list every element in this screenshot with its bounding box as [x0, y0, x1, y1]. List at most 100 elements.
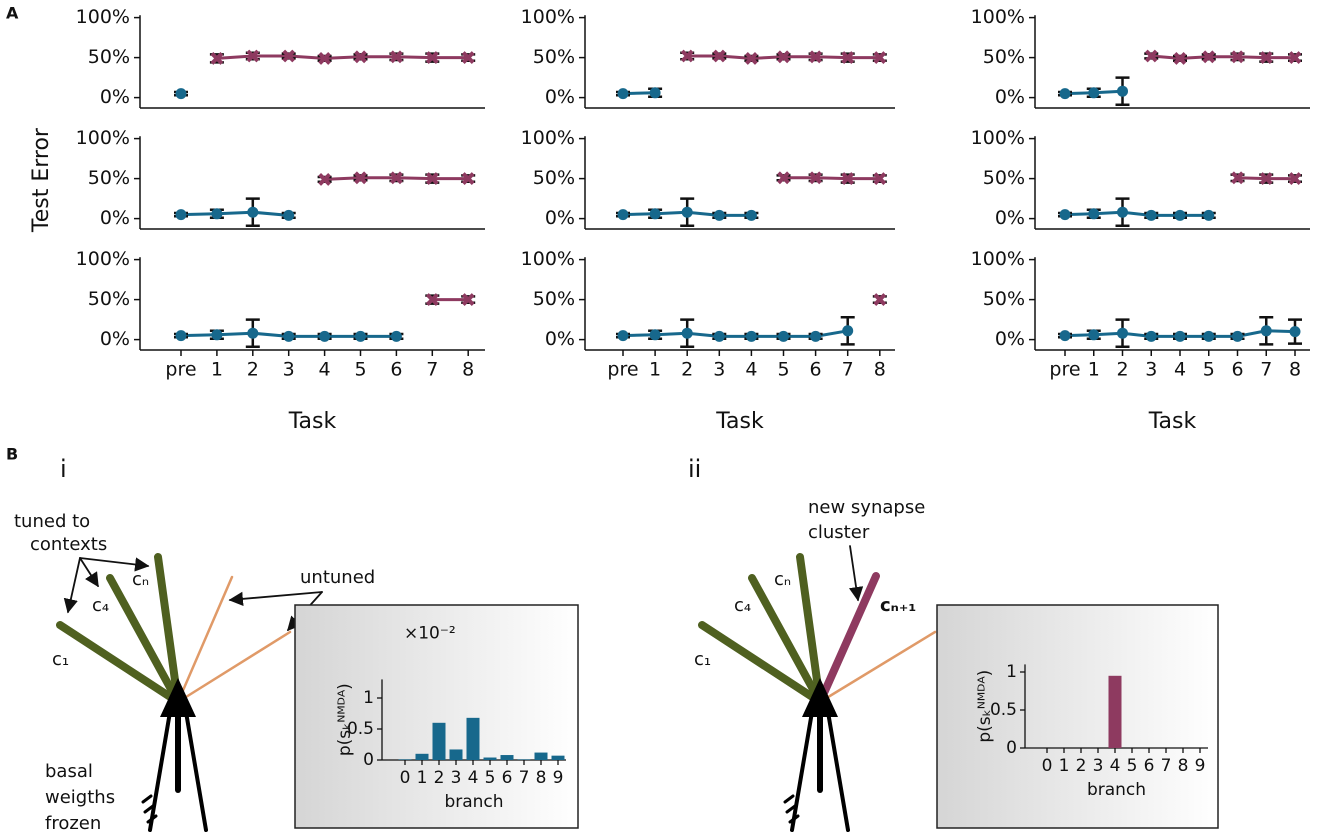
y-tick-label: 0%	[100, 328, 130, 350]
x-tick-label: 8	[536, 768, 547, 788]
marker	[1231, 171, 1244, 185]
marker	[777, 50, 790, 64]
marker	[1117, 327, 1128, 339]
x-tick-label: 1	[1059, 756, 1070, 776]
marker	[283, 209, 295, 221]
marker	[247, 327, 259, 339]
y-tick-label: 0%	[545, 86, 575, 108]
bar	[483, 757, 497, 760]
y-tick-label: 50%	[88, 167, 130, 189]
marker	[778, 330, 789, 342]
y-tick-label: 1	[363, 688, 374, 708]
marker	[1203, 209, 1215, 221]
marker	[461, 172, 475, 186]
y-tick-label: 100%	[76, 6, 130, 28]
marker	[389, 171, 403, 185]
marker	[1174, 330, 1186, 342]
y-tick-label: 0%	[545, 207, 575, 229]
marker	[713, 330, 725, 342]
marker	[842, 325, 854, 337]
marker	[841, 172, 855, 186]
x-axis-label: Task	[715, 409, 764, 434]
x-tick-label: 2	[247, 359, 259, 381]
marker	[1173, 51, 1187, 65]
marker	[1289, 326, 1301, 338]
y-tick-label: 0.5	[990, 700, 1017, 720]
x-tick-label: 7	[1161, 756, 1172, 776]
branch-label: cₙ	[774, 569, 791, 590]
panel-label: B	[6, 445, 18, 464]
y-tick-label: 0%	[545, 328, 575, 350]
x-tick-label: 3	[451, 768, 462, 788]
bar	[449, 749, 463, 760]
marker	[777, 171, 790, 185]
series-line	[180, 210, 289, 217]
marker	[175, 330, 187, 342]
marker	[1088, 208, 1100, 220]
marker	[1202, 50, 1216, 64]
x-tick-label: 4	[745, 359, 757, 381]
x-tick-label: 9	[553, 768, 564, 788]
marker	[389, 50, 403, 64]
marker	[713, 209, 725, 221]
inset-box	[936, 604, 1219, 829]
marker	[873, 293, 887, 307]
marker	[425, 172, 439, 186]
marker	[354, 171, 367, 185]
branch-label: cₙ	[132, 569, 149, 590]
annotation: cluster	[808, 522, 870, 543]
marker	[318, 51, 332, 65]
x-tick-label: pre	[165, 359, 196, 381]
marker	[1059, 88, 1071, 100]
y-tick-label: 100%	[971, 248, 1025, 270]
x-tick-label: 1	[211, 359, 223, 381]
branch-label: c₄	[734, 595, 751, 616]
marker	[1144, 49, 1158, 63]
marker	[681, 327, 693, 339]
marker	[617, 209, 629, 221]
x-tick-label: 9	[1195, 756, 1206, 776]
marker	[1117, 206, 1128, 218]
x-tick-label: 5	[777, 359, 789, 381]
x-tick-label: 4	[1110, 756, 1121, 776]
marker	[1117, 85, 1128, 97]
marker	[211, 329, 223, 341]
x-axis-label: Task	[288, 409, 337, 434]
branch-label: c₁	[694, 649, 711, 670]
y-tick-label: 50%	[533, 167, 575, 189]
neuron	[56, 553, 323, 832]
x-tick-label: 7	[842, 359, 854, 381]
branch-label: c₄	[92, 595, 109, 616]
y-tick-label: 0%	[995, 207, 1025, 229]
x-tick-label: 4	[1174, 359, 1186, 381]
x-tick-label: 8	[874, 359, 886, 381]
y-axis-label: p(sₖᴺᴹᴰᴬ)	[335, 683, 355, 756]
y-axis-label: p(sₖᴺᴹᴰᴬ)	[975, 670, 995, 743]
marker	[461, 51, 475, 65]
diagram-label: ii	[688, 455, 701, 483]
y-tick-label: 50%	[88, 46, 130, 68]
y-tick-label: 0%	[995, 328, 1025, 350]
y-tick-label: 50%	[88, 288, 130, 310]
x-tick-label: 6	[390, 359, 402, 381]
y-tick-label: 50%	[983, 167, 1025, 189]
x-tick-label: 5	[354, 359, 366, 381]
marker	[1232, 330, 1243, 342]
bar	[398, 759, 412, 760]
annotation: untuned	[300, 567, 375, 588]
marker	[247, 206, 259, 218]
x-tick-label: 0	[1042, 756, 1053, 776]
marker	[680, 49, 694, 63]
marker	[425, 293, 439, 307]
bar	[415, 753, 429, 760]
marker	[175, 88, 187, 100]
x-tick-label: 1	[1088, 359, 1100, 381]
y-tick-label: 50%	[983, 46, 1025, 68]
x-tick-label: 5	[485, 768, 496, 788]
series-line	[1151, 54, 1295, 60]
bar	[517, 759, 531, 760]
marker	[1259, 51, 1273, 65]
marker	[1145, 330, 1157, 342]
y-tick-label: 0	[363, 750, 374, 770]
y-tick-label: 100%	[76, 248, 130, 270]
